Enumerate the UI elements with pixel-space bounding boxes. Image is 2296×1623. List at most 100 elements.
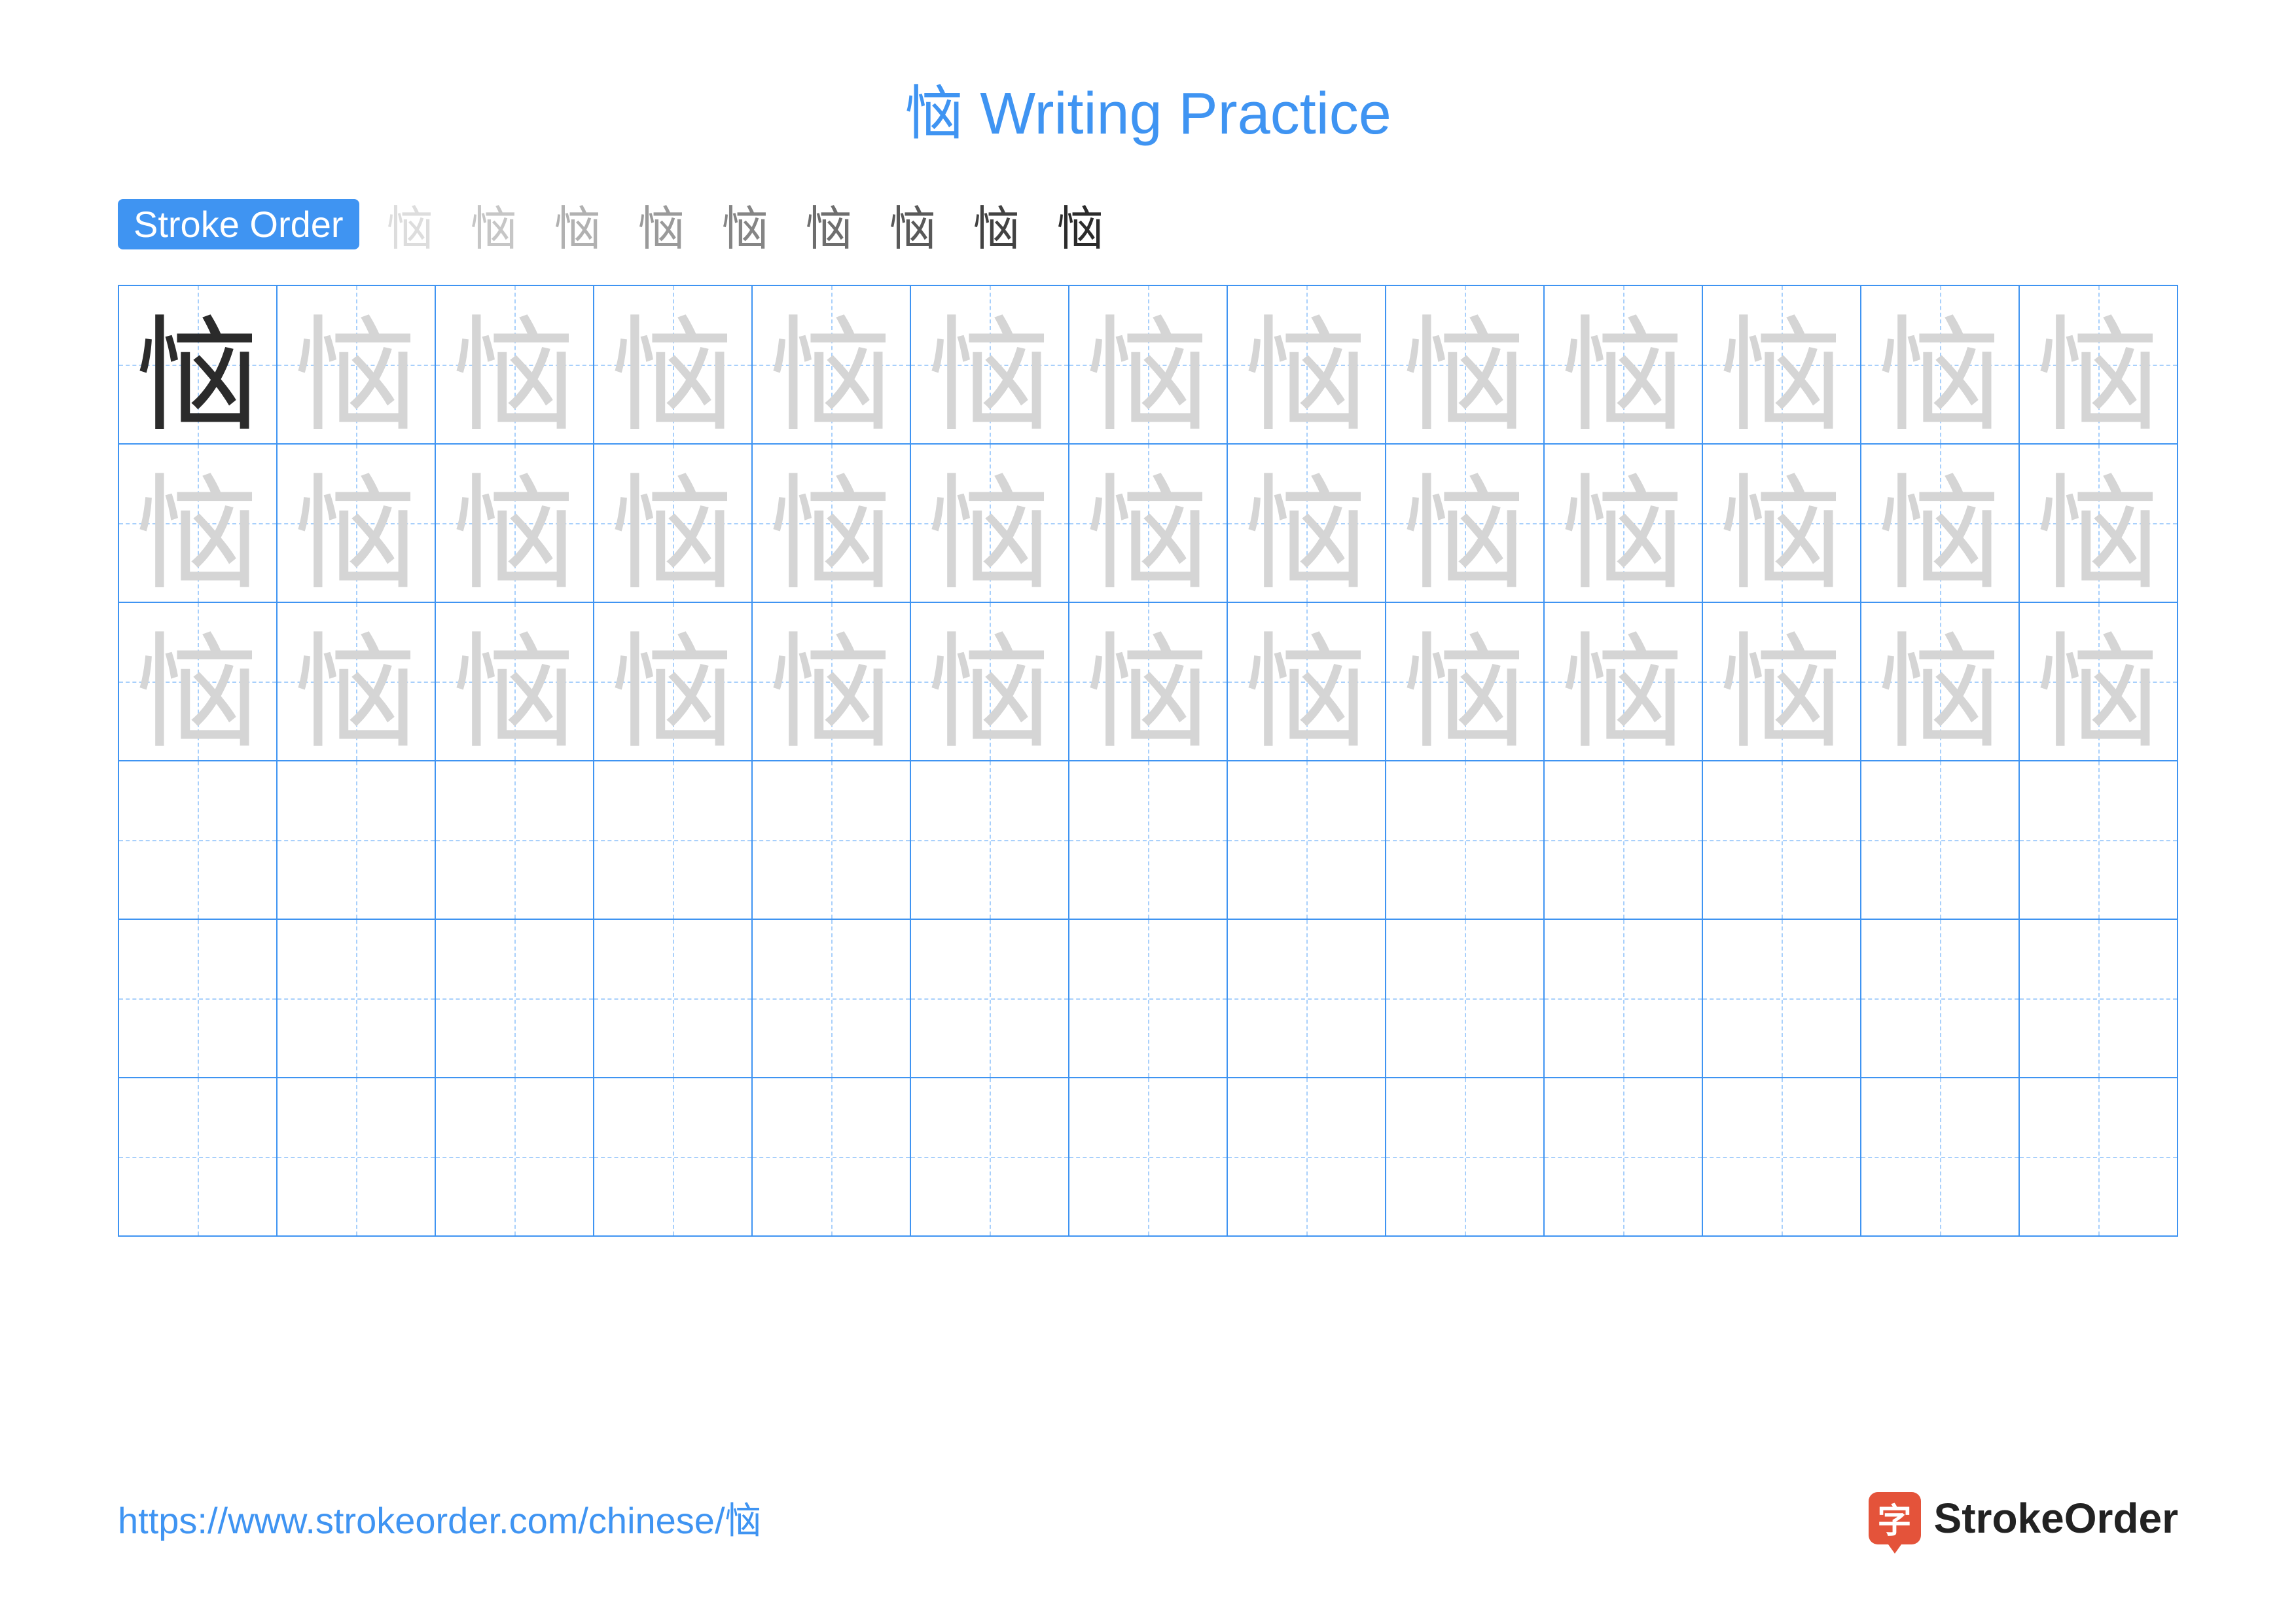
grid-cell: 恼 — [2019, 602, 2178, 761]
grid-cell: 恼 — [1069, 285, 1227, 444]
grid-cell: 恼 — [1386, 285, 1544, 444]
grid-cell — [1069, 919, 1227, 1078]
practice-character: 恼 — [594, 603, 751, 760]
practice-character: 恼 — [594, 445, 751, 602]
grid-cell: 恼 — [594, 444, 752, 602]
grid-cell — [1861, 919, 2019, 1078]
grid-cell: 恼 — [277, 285, 435, 444]
grid-cell: 恼 — [1861, 602, 2019, 761]
practice-character: 恼 — [911, 445, 1068, 602]
grid-cell — [1069, 1078, 1227, 1236]
grid-cell: 恼 — [1544, 444, 1702, 602]
grid-cell: 恼 — [1544, 285, 1702, 444]
grid-cell — [910, 1078, 1069, 1236]
grid-cell: 恼 — [277, 444, 435, 602]
practice-character: 恼 — [1069, 286, 1227, 443]
grid-cell: 恼 — [1227, 444, 1386, 602]
practice-character: 恼 — [1228, 286, 1385, 443]
grid-cell: 恼 — [1069, 444, 1227, 602]
grid-cell — [1227, 919, 1386, 1078]
source-url[interactable]: https://www.strokeorder.com/chinese/恼 — [118, 1491, 762, 1544]
practice-character: 恼 — [278, 445, 435, 602]
grid-cell: 恼 — [1227, 602, 1386, 761]
grid-cell: 恼 — [1861, 285, 2019, 444]
grid-cell — [1861, 761, 2019, 919]
practice-character: 恼 — [1386, 445, 1543, 602]
grid-cell — [2019, 761, 2178, 919]
practice-character: 恼 — [278, 603, 435, 760]
grid-cell — [277, 1078, 435, 1236]
grid-cell: 恼 — [910, 285, 1069, 444]
brand-text: StrokeOrder — [1934, 1494, 2178, 1542]
grid-cell — [2019, 1078, 2178, 1236]
grid-cell: 恼 — [910, 602, 1069, 761]
grid-cell — [1227, 1078, 1386, 1236]
grid-cell — [435, 919, 594, 1078]
grid-cell: 恼 — [1386, 444, 1544, 602]
practice-character: 恼 — [753, 445, 910, 602]
grid-cell — [1069, 761, 1227, 919]
page-title: 恼 Writing Practice — [118, 65, 2178, 151]
practice-character: 恼 — [1545, 445, 1702, 602]
practice-character: 恼 — [278, 286, 435, 443]
practice-character: 恼 — [119, 445, 276, 602]
grid-cell — [277, 761, 435, 919]
stroke-step: 恼 — [378, 190, 443, 259]
practice-character: 恼 — [1069, 445, 1227, 602]
practice-character: 恼 — [2020, 603, 2177, 760]
stroke-step: 恼 — [461, 190, 527, 259]
brand-logo: 字 StrokeOrder — [1869, 1492, 2178, 1544]
grid-cell: 恼 — [2019, 285, 2178, 444]
grid-cell — [1861, 1078, 2019, 1236]
grid-cell — [1702, 1078, 1861, 1236]
stroke-order-label: Stroke Order — [118, 199, 359, 249]
grid-cell — [1544, 761, 1702, 919]
practice-character: 恼 — [1386, 286, 1543, 443]
practice-character: 恼 — [1228, 445, 1385, 602]
practice-character: 恼 — [436, 286, 593, 443]
stroke-order-row: Stroke Order 恼恼恼恼恼恼恼恼恼 — [118, 190, 2178, 259]
practice-character: 恼 — [2020, 445, 2177, 602]
grid-cell: 恼 — [435, 444, 594, 602]
practice-grid: 恼恼恼恼恼恼恼恼恼恼恼恼恼恼恼恼恼恼恼恼恼恼恼恼恼恼恼恼恼恼恼恼恼恼恼恼恼恼恼 — [118, 285, 2178, 1237]
practice-character: 恼 — [1228, 603, 1385, 760]
practice-character: 恼 — [1386, 603, 1543, 760]
brand-icon: 字 — [1869, 1492, 1921, 1544]
grid-cell: 恼 — [594, 602, 752, 761]
footer: https://www.strokeorder.com/chinese/恼 字 … — [118, 1491, 2178, 1544]
stroke-step: 恼 — [1048, 190, 1113, 259]
grid-cell — [910, 919, 1069, 1078]
practice-character: 恼 — [1703, 445, 1860, 602]
grid-cell — [2019, 919, 2178, 1078]
grid-cell — [435, 1078, 594, 1236]
grid-cell: 恼 — [118, 602, 277, 761]
practice-character: 恼 — [1545, 286, 1702, 443]
grid-cell: 恼 — [1702, 285, 1861, 444]
grid-cell: 恼 — [1544, 602, 1702, 761]
grid-cell — [1702, 919, 1861, 1078]
grid-cell — [1544, 919, 1702, 1078]
grid-cell: 恼 — [118, 285, 277, 444]
brand-icon-char: 字 — [1878, 1493, 1912, 1542]
stroke-step: 恼 — [629, 190, 694, 259]
grid-cell — [1386, 1078, 1544, 1236]
grid-cell — [1386, 761, 1544, 919]
grid-cell: 恼 — [435, 285, 594, 444]
title-character: 恼 — [905, 81, 963, 147]
grid-cell: 恼 — [1069, 602, 1227, 761]
practice-character: 恼 — [436, 603, 593, 760]
grid-cell — [752, 761, 910, 919]
stroke-step: 恼 — [545, 190, 611, 259]
grid-cell — [594, 919, 752, 1078]
practice-character: 恼 — [1069, 603, 1227, 760]
stroke-step: 恼 — [713, 190, 778, 259]
grid-cell — [1544, 1078, 1702, 1236]
practice-character: 恼 — [1861, 286, 2018, 443]
stroke-step: 恼 — [880, 190, 946, 259]
grid-cell: 恼 — [2019, 444, 2178, 602]
practice-character: 恼 — [1703, 603, 1860, 760]
grid-cell — [752, 919, 910, 1078]
grid-cell — [277, 919, 435, 1078]
grid-cell: 恼 — [752, 444, 910, 602]
grid-cell — [910, 761, 1069, 919]
